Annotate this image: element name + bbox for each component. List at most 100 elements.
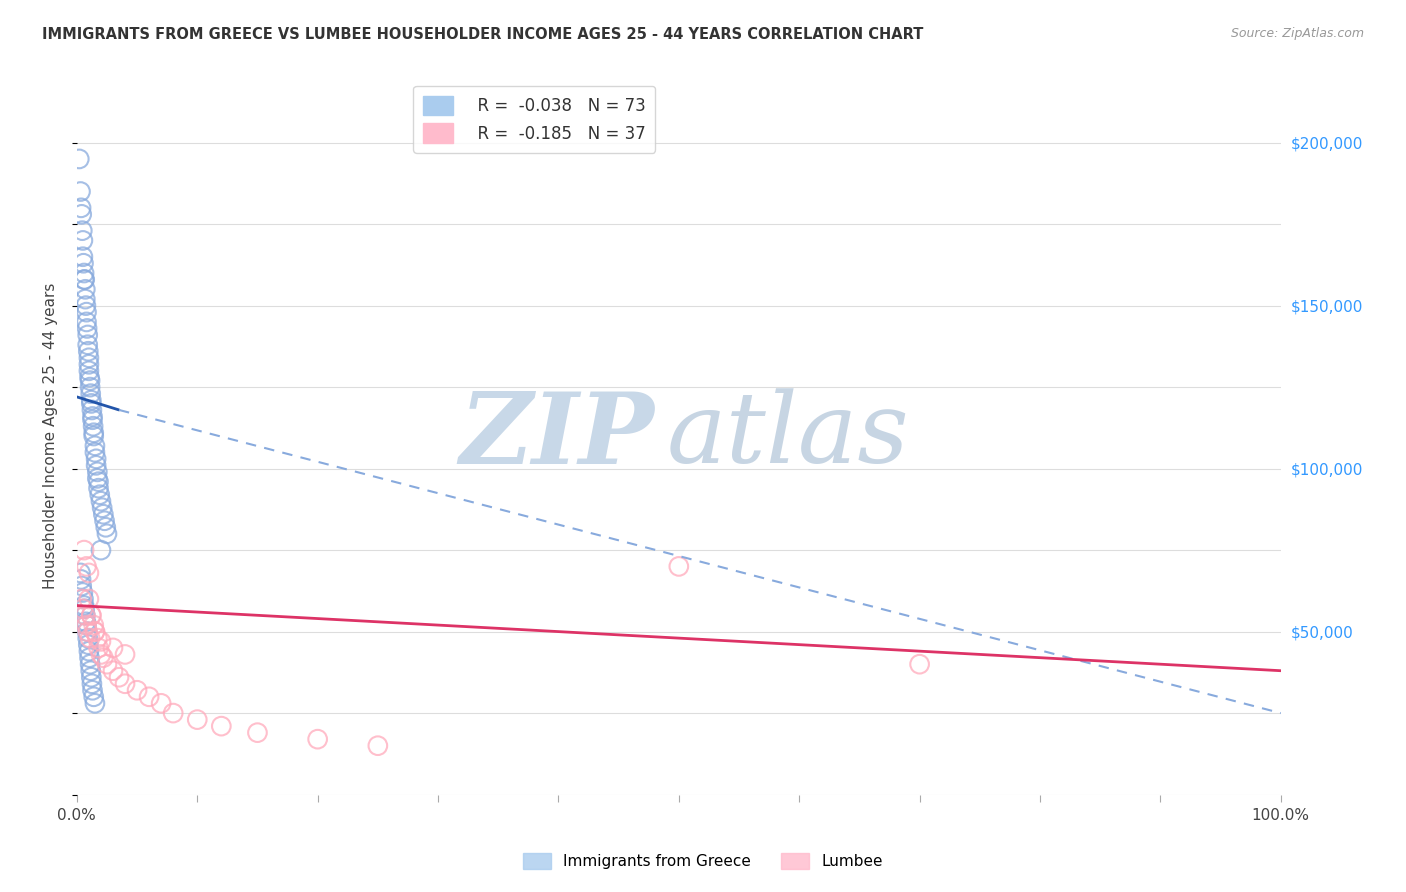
Point — [77, 364, 100, 378]
Point — [84, 445, 107, 459]
Point — [76, 624, 98, 639]
Text: Source: ZipAtlas.com: Source: ZipAtlas.com — [1230, 27, 1364, 40]
Point — [668, 559, 690, 574]
Point — [79, 380, 101, 394]
Point — [76, 624, 98, 639]
Point — [72, 234, 94, 248]
Point — [76, 337, 98, 351]
Point — [84, 624, 107, 639]
Point — [90, 494, 112, 508]
Point — [86, 631, 108, 645]
Text: IMMIGRANTS FROM GREECE VS LUMBEE HOUSEHOLDER INCOME AGES 25 - 44 YEARS CORRELATI: IMMIGRANTS FROM GREECE VS LUMBEE HOUSEHO… — [42, 27, 924, 42]
Point — [87, 640, 110, 655]
Point — [84, 624, 107, 639]
Point — [89, 488, 111, 502]
Point — [76, 328, 98, 343]
Point — [77, 351, 100, 365]
Point — [77, 638, 100, 652]
Point — [70, 201, 93, 215]
Point — [76, 305, 98, 319]
Point — [69, 185, 91, 199]
Point — [84, 696, 107, 710]
Point — [75, 608, 97, 623]
Point — [75, 292, 97, 306]
Point — [162, 706, 184, 720]
Point — [90, 648, 112, 662]
Point — [94, 520, 117, 534]
Point — [72, 592, 94, 607]
Point — [76, 315, 98, 329]
Point — [83, 690, 105, 704]
Point — [76, 559, 98, 574]
Point — [75, 299, 97, 313]
Point — [70, 207, 93, 221]
Point — [246, 725, 269, 739]
Text: atlas: atlas — [666, 388, 910, 483]
Point — [82, 683, 104, 698]
Y-axis label: Householder Income Ages 25 - 44 years: Householder Income Ages 25 - 44 years — [44, 283, 58, 590]
Point — [75, 282, 97, 296]
Point — [90, 543, 112, 558]
Point — [114, 648, 136, 662]
Point — [83, 429, 105, 443]
Point — [76, 631, 98, 645]
Point — [75, 608, 97, 623]
Point — [93, 650, 115, 665]
Point — [80, 677, 103, 691]
Point — [96, 526, 118, 541]
Point — [84, 439, 107, 453]
Point — [96, 657, 118, 672]
Point — [87, 481, 110, 495]
Point — [101, 640, 124, 655]
Point — [73, 266, 96, 280]
Point — [73, 599, 96, 613]
Point — [90, 634, 112, 648]
Point — [84, 458, 107, 473]
Point — [79, 370, 101, 384]
Point — [73, 601, 96, 615]
Point — [72, 250, 94, 264]
Point — [86, 471, 108, 485]
Point — [82, 413, 104, 427]
Point — [114, 677, 136, 691]
Point — [72, 601, 94, 615]
Point — [108, 670, 131, 684]
Point — [72, 224, 94, 238]
Point — [186, 713, 208, 727]
Point — [101, 664, 124, 678]
Point — [75, 615, 97, 629]
Legend:   R =  -0.038   N = 73,   R =  -0.185   N = 37: R = -0.038 N = 73, R = -0.185 N = 37 — [413, 86, 655, 153]
Point — [77, 592, 100, 607]
Point — [80, 670, 103, 684]
Point — [150, 696, 173, 710]
Point — [83, 425, 105, 440]
Point — [70, 579, 93, 593]
Point — [72, 585, 94, 599]
Point — [70, 573, 93, 587]
Point — [73, 543, 96, 558]
Point — [79, 374, 101, 388]
Point — [82, 409, 104, 424]
Point — [73, 272, 96, 286]
Point — [67, 152, 90, 166]
Point — [125, 683, 148, 698]
Point — [77, 357, 100, 371]
Point — [908, 657, 931, 672]
Point — [79, 631, 101, 645]
Point — [93, 508, 115, 522]
Point — [76, 618, 98, 632]
Point — [84, 451, 107, 466]
Point — [77, 644, 100, 658]
Point — [80, 386, 103, 401]
Legend: Immigrants from Greece, Lumbee: Immigrants from Greece, Lumbee — [517, 847, 889, 875]
Point — [82, 419, 104, 434]
Point — [91, 500, 114, 515]
Point — [86, 465, 108, 479]
Point — [76, 321, 98, 335]
Text: ZIP: ZIP — [460, 388, 655, 484]
Point — [367, 739, 389, 753]
Point — [80, 396, 103, 410]
Point — [80, 608, 103, 623]
Point — [80, 393, 103, 408]
Point — [77, 566, 100, 580]
